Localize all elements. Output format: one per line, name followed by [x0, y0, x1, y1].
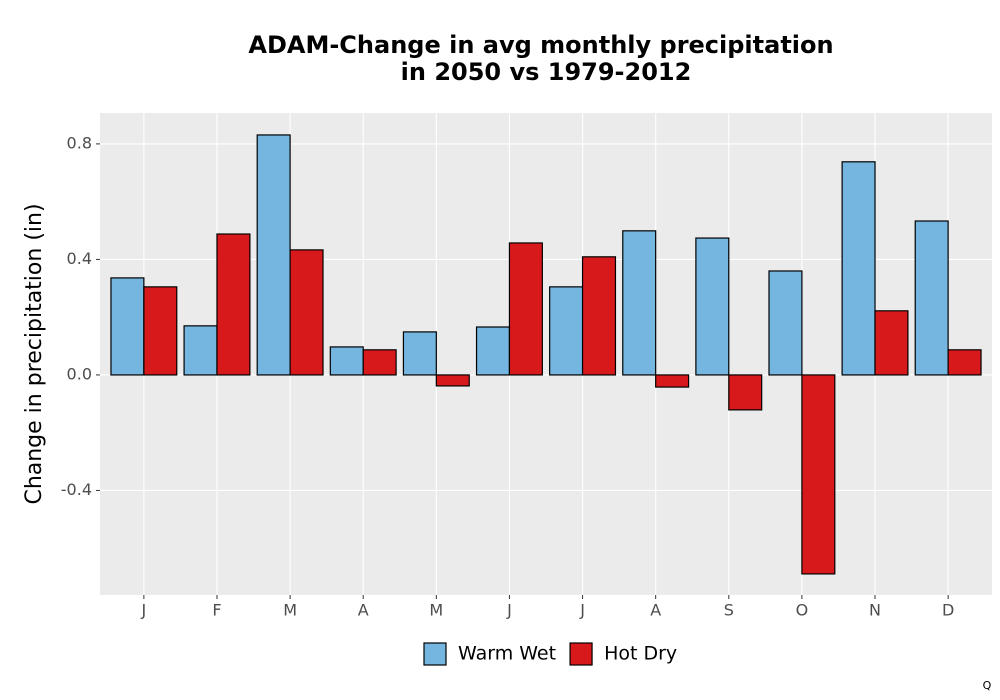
x-tick-label: F: [212, 601, 221, 620]
bar: [362, 349, 397, 376]
bar: [655, 374, 690, 388]
caption: Q: [983, 679, 992, 692]
legend-swatch: [569, 642, 593, 666]
bar: [768, 270, 803, 376]
bar: [622, 230, 657, 376]
x-tick-label: J: [579, 601, 585, 620]
bar: [508, 242, 543, 376]
y-tick-label: 0.4: [67, 249, 92, 268]
x-tick-label: M: [283, 601, 297, 620]
chart-title: ADAM-Change in avg monthly precipitation: [248, 31, 833, 59]
x-tick-label: M: [429, 601, 443, 620]
bar: [549, 286, 584, 376]
y-axis-label: Change in precipitation (in): [22, 203, 47, 504]
bar: [874, 310, 909, 376]
x-tick-label: A: [358, 601, 369, 620]
y-tick-label: 0.0: [67, 364, 92, 383]
x-tick-label: A: [650, 601, 661, 620]
x-tick-label: J: [141, 601, 147, 620]
bar: [914, 220, 949, 376]
bar: [475, 326, 511, 376]
legend-swatch: [423, 642, 447, 666]
x-tick-label: N: [869, 601, 881, 620]
bar: [841, 161, 876, 376]
bar: [183, 325, 218, 376]
legend-label: Hot Dry: [604, 643, 677, 665]
x-tick-label: O: [796, 601, 809, 620]
bar: [402, 331, 437, 376]
bar: [289, 249, 324, 376]
x-tick-label: D: [942, 601, 954, 620]
y-tick-label: 0.8: [67, 133, 92, 152]
bar: [216, 233, 251, 376]
x-tick-label: J: [506, 601, 512, 620]
y-tick-label: -0.4: [61, 480, 92, 499]
bar: [801, 374, 836, 575]
bar: [435, 374, 470, 387]
bar: [329, 346, 364, 376]
bar: [143, 286, 178, 376]
bar: [581, 256, 617, 376]
bar: [695, 237, 730, 376]
bar: [728, 374, 763, 411]
bar: [256, 134, 291, 376]
chart-title: in 2050 vs 1979-2012: [401, 58, 692, 86]
x-tick-label: S: [724, 601, 734, 620]
legend-label: Warm Wet: [458, 643, 556, 665]
bar: [947, 349, 982, 376]
bar: [110, 277, 145, 376]
